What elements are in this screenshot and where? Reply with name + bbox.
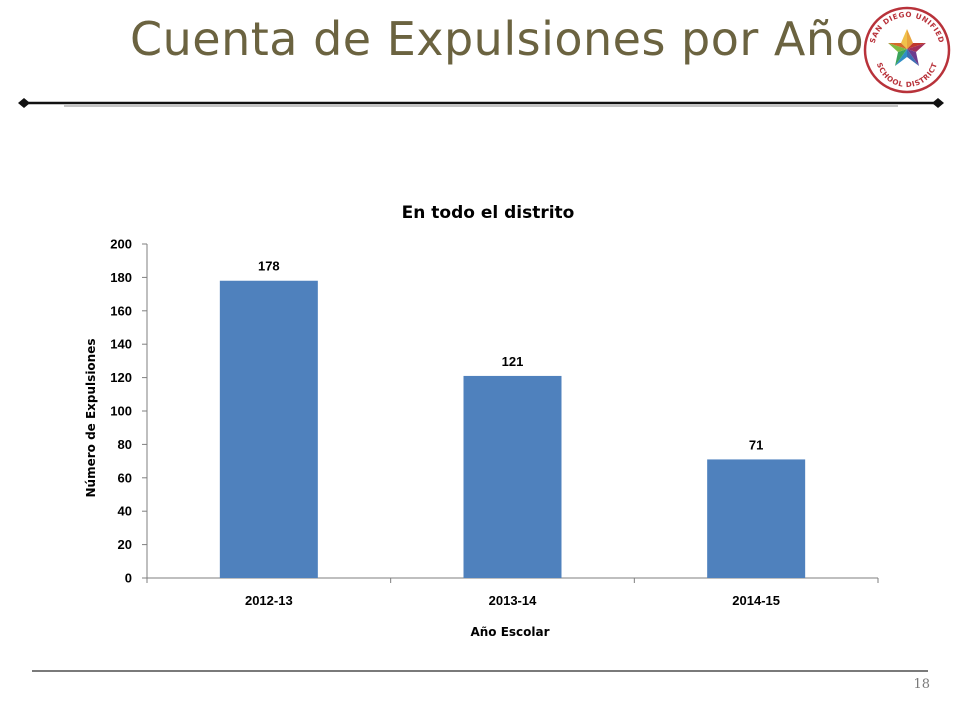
data-label: 71 <box>749 437 763 452</box>
page-number: 18 <box>913 677 930 692</box>
y-tick-label: 100 <box>110 404 132 419</box>
y-axis-title: Número de Expulsiones <box>84 339 98 498</box>
slide-title: Cuenta de Expulsiones por Año <box>130 12 865 66</box>
data-label: 121 <box>502 354 524 369</box>
footer-divider <box>32 670 928 672</box>
x-category-label: 2014-15 <box>732 593 780 608</box>
y-tick-label: 80 <box>118 437 132 452</box>
title-divider <box>18 98 944 108</box>
y-tick-label: 0 <box>125 571 132 586</box>
y-tick-label: 20 <box>118 537 132 552</box>
y-tick-label: 160 <box>110 303 132 318</box>
district-logo: SAN DIEGO UNIFIED SCHOOL DISTRICT <box>863 6 951 94</box>
y-tick-label: 60 <box>118 470 132 485</box>
bar-2013-14 <box>463 375 562 578</box>
star-logo-icon <box>888 29 926 66</box>
bar-2012-13 <box>219 280 318 578</box>
y-tick-label: 120 <box>110 370 132 385</box>
x-category-label: 2012-13 <box>245 593 293 608</box>
data-label: 178 <box>258 259 280 274</box>
y-tick-label: 180 <box>110 270 132 285</box>
bar-2014-15 <box>707 459 806 578</box>
y-tick-label: 140 <box>110 337 132 352</box>
y-tick-label: 40 <box>118 504 132 519</box>
y-tick-label: 200 <box>110 237 132 252</box>
x-category-label: 2013-14 <box>489 593 537 608</box>
x-axis-title: Año Escolar <box>470 625 549 639</box>
chart-title: En todo el distrito <box>402 203 575 223</box>
